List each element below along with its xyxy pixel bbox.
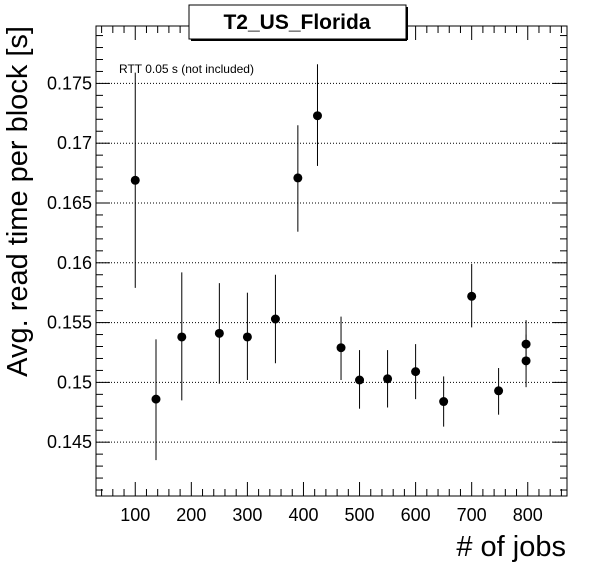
x-tick-label: 300 (232, 505, 262, 525)
x-tick-label: 800 (513, 505, 543, 525)
grid-lines (96, 82, 567, 443)
y-tick-label: 0.165 (47, 193, 92, 213)
data-point (242, 332, 252, 342)
x-axis-title: # of jobs (456, 531, 566, 563)
x-tick-label: 600 (401, 505, 431, 525)
data-point (151, 394, 161, 404)
tick-labels: 0.145 0.15 0.155 0.16 0.165 0.17 0.175 100 200 30… (47, 73, 543, 525)
rtt-annotation: RTT 0.05 s (not included) (119, 62, 254, 76)
data-point (177, 332, 187, 342)
data-point (312, 111, 322, 121)
y-tick-label: 0.155 (47, 313, 92, 333)
x-tick-label: 700 (457, 505, 487, 525)
y-tick-label: 0.175 (47, 73, 92, 93)
data-point (521, 356, 531, 366)
y-tick-label: 0.15 (57, 372, 92, 392)
data-point (439, 397, 449, 407)
data-point (130, 175, 140, 185)
data-point (214, 328, 224, 338)
data-point (383, 374, 393, 384)
y-axis-title: Avg. read time per block [s] (2, 26, 34, 377)
x-tick-label: 100 (120, 505, 150, 525)
data-point (494, 386, 504, 396)
y-tick-label: 0.16 (57, 253, 92, 273)
data-point (270, 314, 280, 324)
x-tick-label: 200 (176, 505, 206, 525)
data-point (355, 375, 365, 385)
y-tick-label: 0.17 (57, 133, 92, 153)
y-tick-label: 0.145 (47, 432, 92, 452)
data-point (293, 173, 303, 183)
chart-title: T2_US_Florida (223, 11, 370, 34)
data-points (130, 64, 531, 461)
x-tick-label: 400 (288, 505, 318, 525)
data-point (336, 343, 346, 353)
title-box (188, 4, 407, 40)
x-tick-label: 500 (345, 505, 375, 525)
data-point (467, 291, 477, 301)
data-point (411, 367, 421, 377)
